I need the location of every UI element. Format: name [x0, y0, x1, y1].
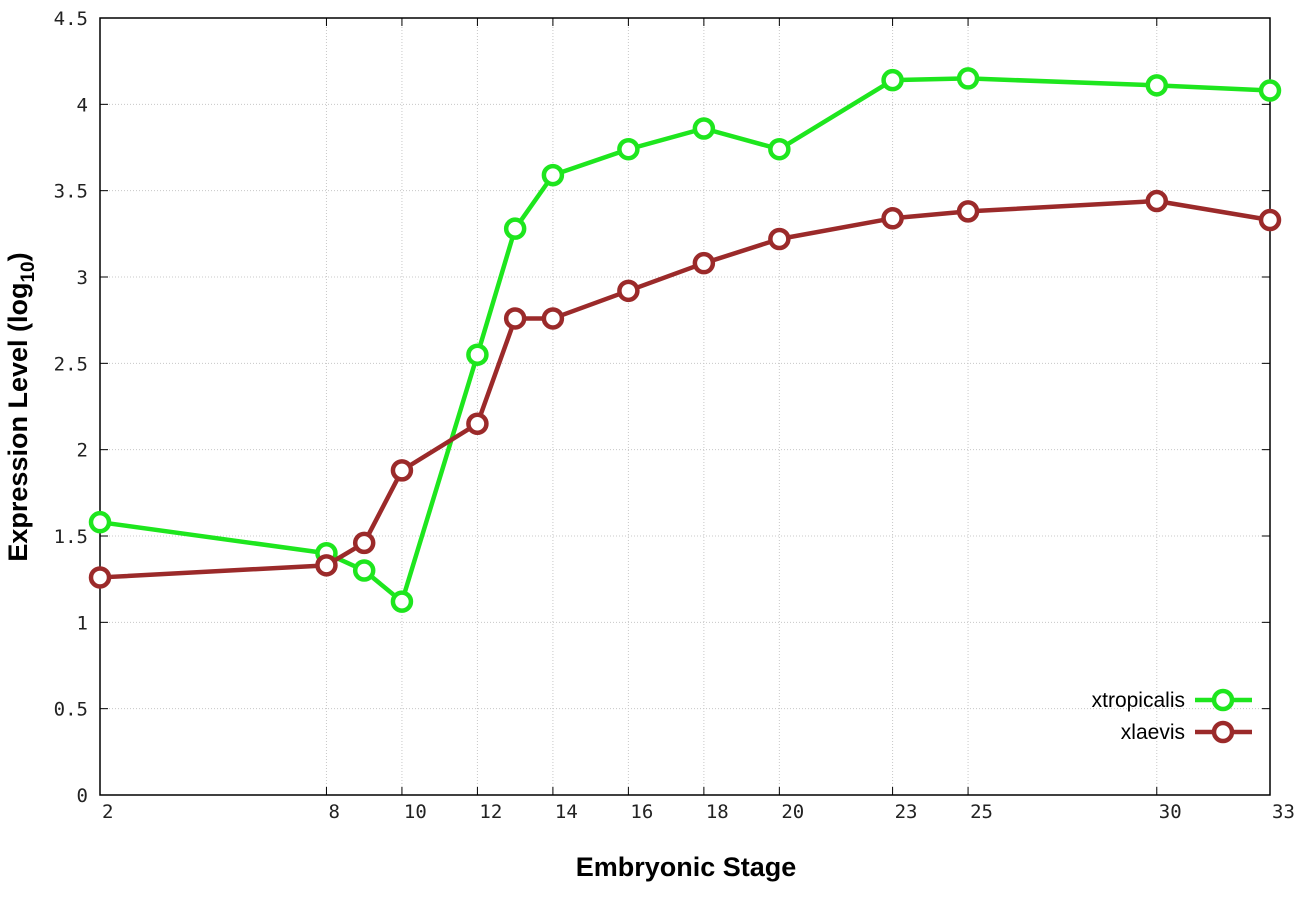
legend: xtropicalis xlaevis — [1092, 688, 1252, 744]
xtropicalis-point — [352, 559, 376, 582]
x-tick-label: 20 — [781, 801, 804, 823]
plot-frame — [99, 17, 1271, 796]
legend-swatch-marker — [1211, 720, 1235, 744]
x-tick-label: 16 — [630, 801, 653, 823]
y-tick-label: 1 — [77, 612, 88, 634]
y-tick-label: 1.5 — [54, 526, 88, 548]
xlaevis-point — [881, 207, 904, 230]
xtropicalis-point — [390, 590, 414, 613]
y-tick-label: 2.5 — [54, 353, 88, 375]
xlaevis-point — [88, 566, 112, 589]
xlaevis-point — [541, 307, 565, 330]
xlaevis-line — [99, 198, 1271, 580]
xtropicalis-line — [99, 76, 1271, 604]
xtropicalis-point — [768, 137, 791, 161]
legend-swatch-marker — [1211, 688, 1235, 712]
xlaevis-point — [503, 307, 527, 330]
x-tick-label: 12 — [479, 801, 502, 823]
legend-label: xtropicalis — [1092, 689, 1185, 712]
y-tick-label: 3 — [77, 267, 88, 289]
y-tick-label: 4 — [77, 94, 88, 116]
x-tick-label: 2 — [102, 801, 113, 823]
legend-label: xlaevis — [1121, 721, 1185, 744]
y-axis-label: Expression Level (log10) — [3, 252, 39, 561]
x-tick-label: 10 — [404, 801, 427, 823]
xlaevis-point — [1258, 208, 1282, 232]
x-tick-label: 25 — [970, 801, 993, 823]
xtropicalis-point — [617, 137, 640, 161]
xtropicalis-point — [692, 117, 716, 140]
xlaevis-point — [617, 279, 640, 303]
y-tick-label: 4.5 — [54, 8, 88, 30]
x-tick-label: 33 — [1272, 801, 1295, 823]
axes: 0 0.5 1 1.5 2 2.5 3 3.5 4 4.5 2 8 10 12 14 16 18 20 23 25 30… — [54, 8, 1295, 823]
x-tick-label: 30 — [1159, 801, 1182, 823]
xtropicalis-point — [956, 67, 980, 90]
x-tick-label: 8 — [328, 801, 339, 823]
x-tick-label: 18 — [706, 801, 729, 823]
xtropicalis-point — [503, 217, 527, 240]
xlaevis-point — [352, 531, 376, 555]
y-tick-label: 2 — [77, 440, 88, 462]
xlaevis-point — [692, 251, 716, 275]
y-tick-label: 0.5 — [54, 699, 88, 721]
xlaevis-point — [768, 227, 791, 251]
x-tick-label: 14 — [555, 801, 578, 823]
xtropicalis-point — [1258, 79, 1282, 102]
x-tick-label: 23 — [895, 801, 918, 823]
xtropicalis-point — [88, 510, 112, 534]
xlaevis-point — [390, 459, 414, 482]
xlaevis-point — [1145, 189, 1169, 213]
xtropicalis-point — [881, 68, 904, 92]
xlaevis-point — [956, 200, 980, 223]
xlaevis-point — [315, 554, 338, 577]
xlaevis-point — [466, 412, 489, 436]
x-axis-label: Embryonic Stage — [576, 852, 797, 882]
y-tick-label: 3.5 — [54, 181, 88, 203]
xtropicalis-point — [466, 343, 489, 366]
y-tick-label: 0 — [77, 785, 88, 807]
xtropicalis-point — [541, 163, 565, 187]
xtropicalis-point — [1145, 74, 1169, 97]
series-group — [88, 67, 1282, 613]
